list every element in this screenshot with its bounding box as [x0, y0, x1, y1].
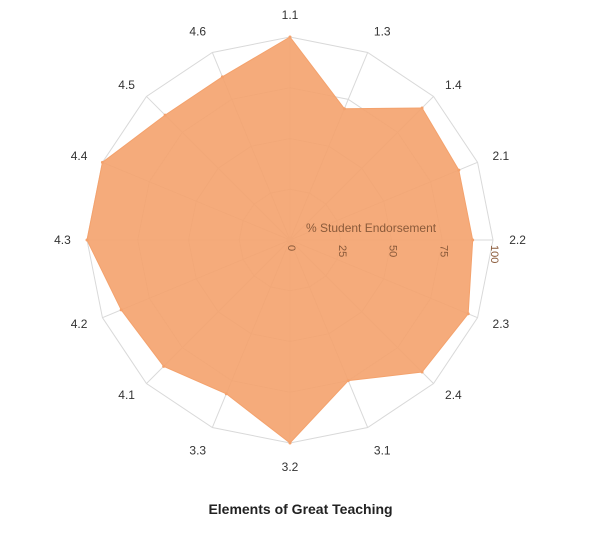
data-point — [220, 75, 224, 79]
data-point — [224, 392, 228, 396]
category-label: 3.2 — [282, 460, 299, 474]
series-area — [86, 36, 474, 444]
category-label: 1.1 — [282, 8, 299, 22]
category-label: 3.3 — [189, 444, 206, 458]
data-point — [457, 168, 461, 172]
data-point — [471, 238, 475, 242]
chart-title: Elements of Great Teaching — [208, 501, 393, 517]
data-point — [162, 364, 166, 368]
radial-axis-title: % Student Endorsement — [306, 221, 437, 235]
data-point — [342, 107, 346, 111]
category-label: 4.3 — [54, 233, 71, 247]
data-point — [466, 312, 470, 316]
radial-tick-label: 0 — [285, 245, 297, 251]
data-point — [163, 113, 167, 117]
category-label: 3.1 — [374, 444, 391, 458]
radial-tick-label: 25 — [336, 245, 348, 257]
data-point — [346, 379, 350, 383]
data-point — [85, 238, 89, 242]
data-point — [119, 308, 123, 312]
category-label: 4.5 — [118, 78, 135, 92]
category-label: 1.4 — [445, 78, 462, 92]
category-label: 2.3 — [493, 317, 510, 331]
radial-tick-label: 100 — [488, 245, 500, 263]
category-label: 2.1 — [493, 149, 510, 163]
category-label: 4.2 — [71, 317, 88, 331]
category-label: 4.4 — [71, 149, 88, 163]
data-point — [100, 160, 104, 164]
data-point — [420, 370, 424, 374]
category-label: 4.6 — [189, 24, 206, 38]
category-label: 2.4 — [445, 388, 462, 402]
category-label: 2.2 — [509, 233, 526, 247]
category-label: 1.3 — [374, 24, 391, 38]
radial-tick-label: 75 — [437, 245, 449, 257]
data-point — [420, 106, 424, 110]
radial-tick-label: 50 — [387, 245, 399, 257]
category-label: 4.1 — [118, 388, 135, 402]
data-point — [288, 441, 292, 445]
data-point — [288, 35, 292, 39]
